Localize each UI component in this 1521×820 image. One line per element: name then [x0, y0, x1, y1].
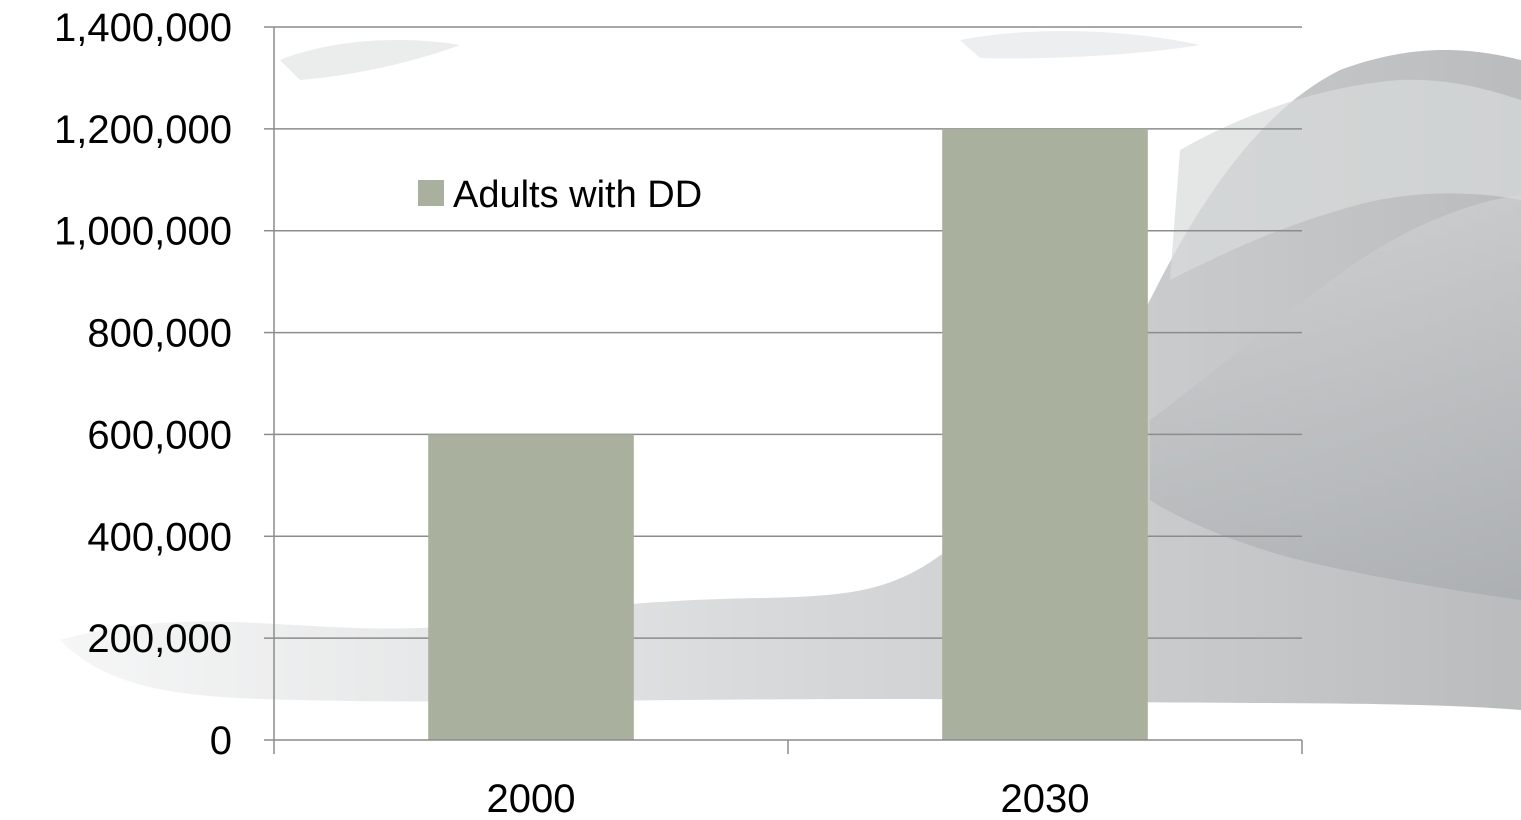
bar-2030	[942, 128, 1148, 740]
y-tick-label: 200,000	[87, 617, 232, 661]
y-tick-label: 1,200,000	[54, 108, 232, 152]
bars	[428, 128, 1148, 740]
y-tick-label: 800,000	[87, 312, 232, 356]
axes	[264, 26, 1303, 754]
bar-2000	[428, 434, 634, 740]
y-tick-labels: 0 200,000 400,000 600,000 800,000 1,000,000 1,…	[54, 6, 232, 763]
y-tick-label: 400,000	[87, 515, 232, 559]
x-tick-labels: 2000 2030	[487, 777, 1090, 820]
x-tick-label: 2030	[1001, 777, 1090, 815]
legend-swatch	[418, 180, 444, 206]
y-tick-label: 600,000	[87, 413, 232, 457]
y-tick-label: 1,400,000	[54, 6, 232, 50]
x-tick-label: 2000	[487, 777, 576, 815]
background-wave-image	[60, 30, 1521, 710]
legend: Adults with DD	[418, 174, 702, 216]
legend-label: Adults with DD	[453, 174, 702, 216]
y-tick-label: 0	[210, 719, 232, 763]
y-tick-label: 1,000,000	[54, 210, 232, 254]
